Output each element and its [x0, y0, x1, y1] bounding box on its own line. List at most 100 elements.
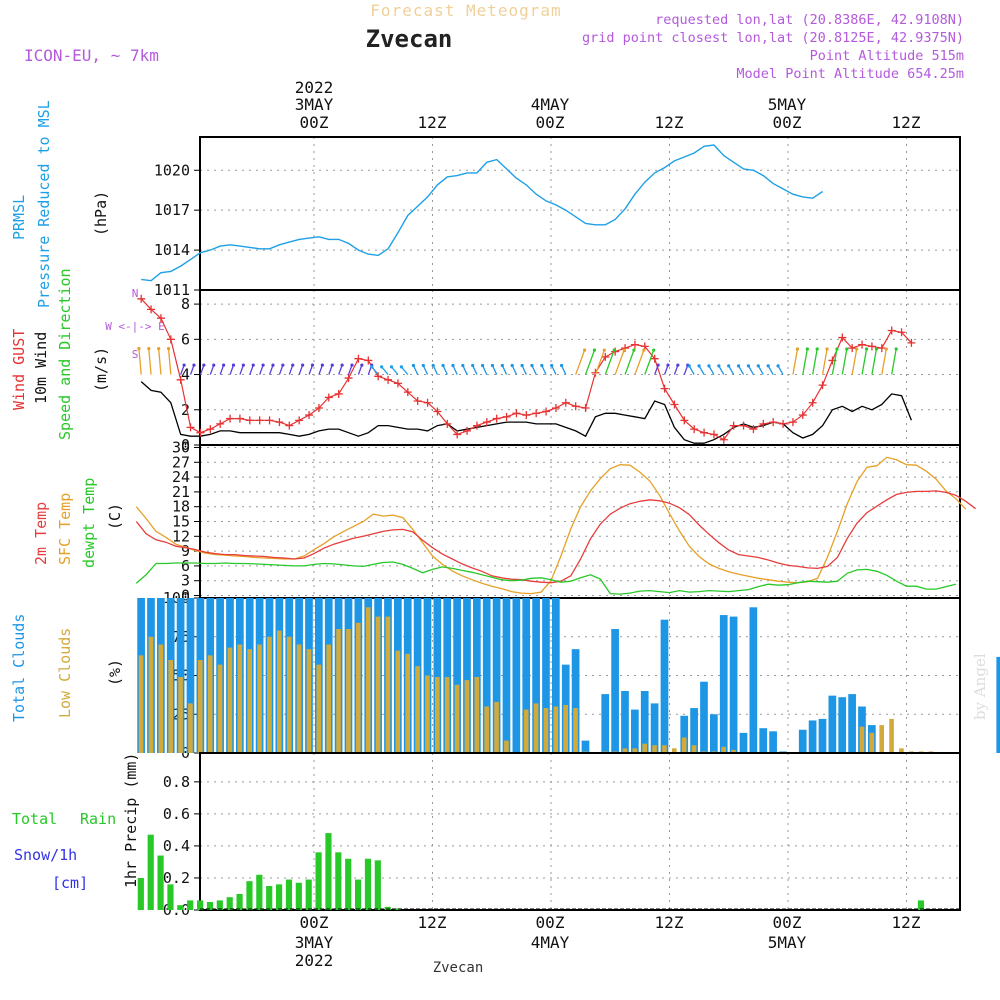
wind-arrow-head: [360, 363, 364, 367]
rain-bar: [187, 900, 194, 910]
gust-marker: [759, 419, 768, 428]
wind-arrow-head: [825, 347, 829, 351]
top-hour-label-1: 00Z: [300, 113, 329, 132]
gust-marker: [680, 416, 689, 425]
total-cloud-bar: [186, 598, 195, 753]
wind-arrow-head: [864, 347, 869, 351]
sfc-temp-line: [135, 456, 967, 595]
bottom-hour-label-4: 12Z: [655, 913, 684, 932]
wind-arrow: [472, 365, 478, 375]
rain-bar: [335, 852, 342, 910]
low-cloud-bar: [385, 616, 391, 753]
wind-arrow-head: [222, 363, 226, 367]
wind-arrow: [841, 348, 848, 375]
wind-arrow-head: [490, 363, 495, 368]
total-cloud-bar: [680, 715, 689, 753]
gust-marker: [374, 372, 383, 381]
wind-unit-label: (m/s): [92, 347, 110, 392]
low-cloud-bar: [484, 706, 489, 753]
total-cloud-bar: [532, 598, 540, 753]
wind-arrow: [491, 365, 498, 375]
gust-marker: [670, 400, 679, 409]
wind-arrow-head: [736, 364, 741, 368]
wind-arrow-head: [340, 363, 344, 367]
wind-arrow: [318, 364, 323, 375]
compass-north: N: [132, 287, 139, 300]
wind-arrow-head: [559, 363, 564, 368]
gust-marker: [147, 305, 156, 314]
gust-marker: [779, 419, 788, 428]
rain-bar: [137, 877, 144, 910]
top-day-label-1: 3MAY: [295, 95, 334, 114]
wind-arrow-head: [147, 347, 151, 351]
prmsl-label: PRMSL: [10, 195, 28, 240]
rain-bar: [147, 834, 154, 910]
wind-arrow: [683, 364, 689, 375]
wind-arrow: [531, 365, 537, 375]
bottom-hour-label-6: 12Z: [892, 913, 921, 932]
rain-bar: [394, 908, 401, 910]
total-cloud-bar: [729, 616, 738, 753]
gust-marker: [650, 354, 659, 363]
gust-marker: [275, 418, 284, 427]
top-hour-label-4: 12Z: [655, 113, 684, 132]
top-hour-label-5: 00Z: [773, 113, 802, 132]
low-cloud-bar: [148, 636, 154, 753]
gust-marker: [384, 375, 393, 384]
wind-arrow-head: [370, 365, 374, 369]
low-cloud-bar: [415, 666, 420, 753]
dewpt-line: [135, 561, 957, 595]
wind-arrow: [481, 365, 488, 375]
wind-arrow-head: [776, 364, 780, 368]
wind-arrow: [199, 364, 205, 375]
precip-frame: [199, 752, 961, 911]
low-cloud-bar: [425, 675, 430, 753]
top-year-label: 2022: [295, 78, 334, 97]
wind-arrow: [747, 365, 755, 375]
wind-arrow-head: [261, 363, 265, 367]
rain-bar: [276, 884, 283, 910]
wind-arrow-head: [632, 348, 636, 352]
low-cloud-bar: [277, 630, 282, 753]
rain-bar: [206, 901, 214, 910]
wind-arrow-head: [330, 363, 334, 367]
rain-bar: [167, 884, 174, 910]
low-cloud-bar: [681, 737, 687, 753]
temp-unit-label: (C): [106, 503, 124, 530]
rain-bar: [256, 874, 263, 910]
top-hour-label-3: 00Z: [536, 113, 565, 132]
total-cloud-bar: [690, 708, 698, 753]
total-cloud-bar: [621, 691, 629, 753]
wind-arrow: [391, 366, 399, 375]
wind-arrow-head: [137, 347, 141, 351]
wind-arrow: [560, 365, 567, 375]
wind-arrow-head: [697, 364, 701, 368]
low-cloud-bar: [444, 677, 450, 753]
bottom-hour-label-1: 00Z: [300, 913, 329, 932]
low-cloud-bar: [375, 616, 381, 753]
low-cloud-bar: [356, 622, 361, 753]
pressure-msl-label: Pressure Reduced to MSL: [35, 100, 53, 308]
gust-marker: [660, 384, 669, 393]
total-cloud-bar: [522, 598, 531, 753]
wind-arrow: [663, 364, 669, 375]
gust-marker: [512, 409, 521, 418]
wind-arrow: [821, 348, 828, 375]
rain-bar: [266, 885, 273, 910]
pressure-unit-label: (hPa): [92, 191, 110, 236]
gust-marker: [700, 428, 709, 437]
gust-marker: [630, 340, 639, 349]
total-cloud-bar: [502, 598, 511, 753]
low-cloud-bar: [188, 703, 193, 753]
bottom-hour-label-2: 12Z: [418, 913, 447, 932]
wind-arrow-head: [666, 363, 670, 367]
wind-arrow-head: [540, 363, 544, 368]
precip-ytick-label-1: 0.2: [163, 869, 190, 887]
low-clouds-label: Low Clouds: [56, 628, 74, 718]
wind-arrow: [802, 348, 808, 375]
wind-arrow: [737, 365, 745, 375]
wind-arrow-head: [894, 347, 898, 351]
low-cloud-bar: [474, 677, 480, 753]
wind-arrow-head: [212, 363, 216, 367]
